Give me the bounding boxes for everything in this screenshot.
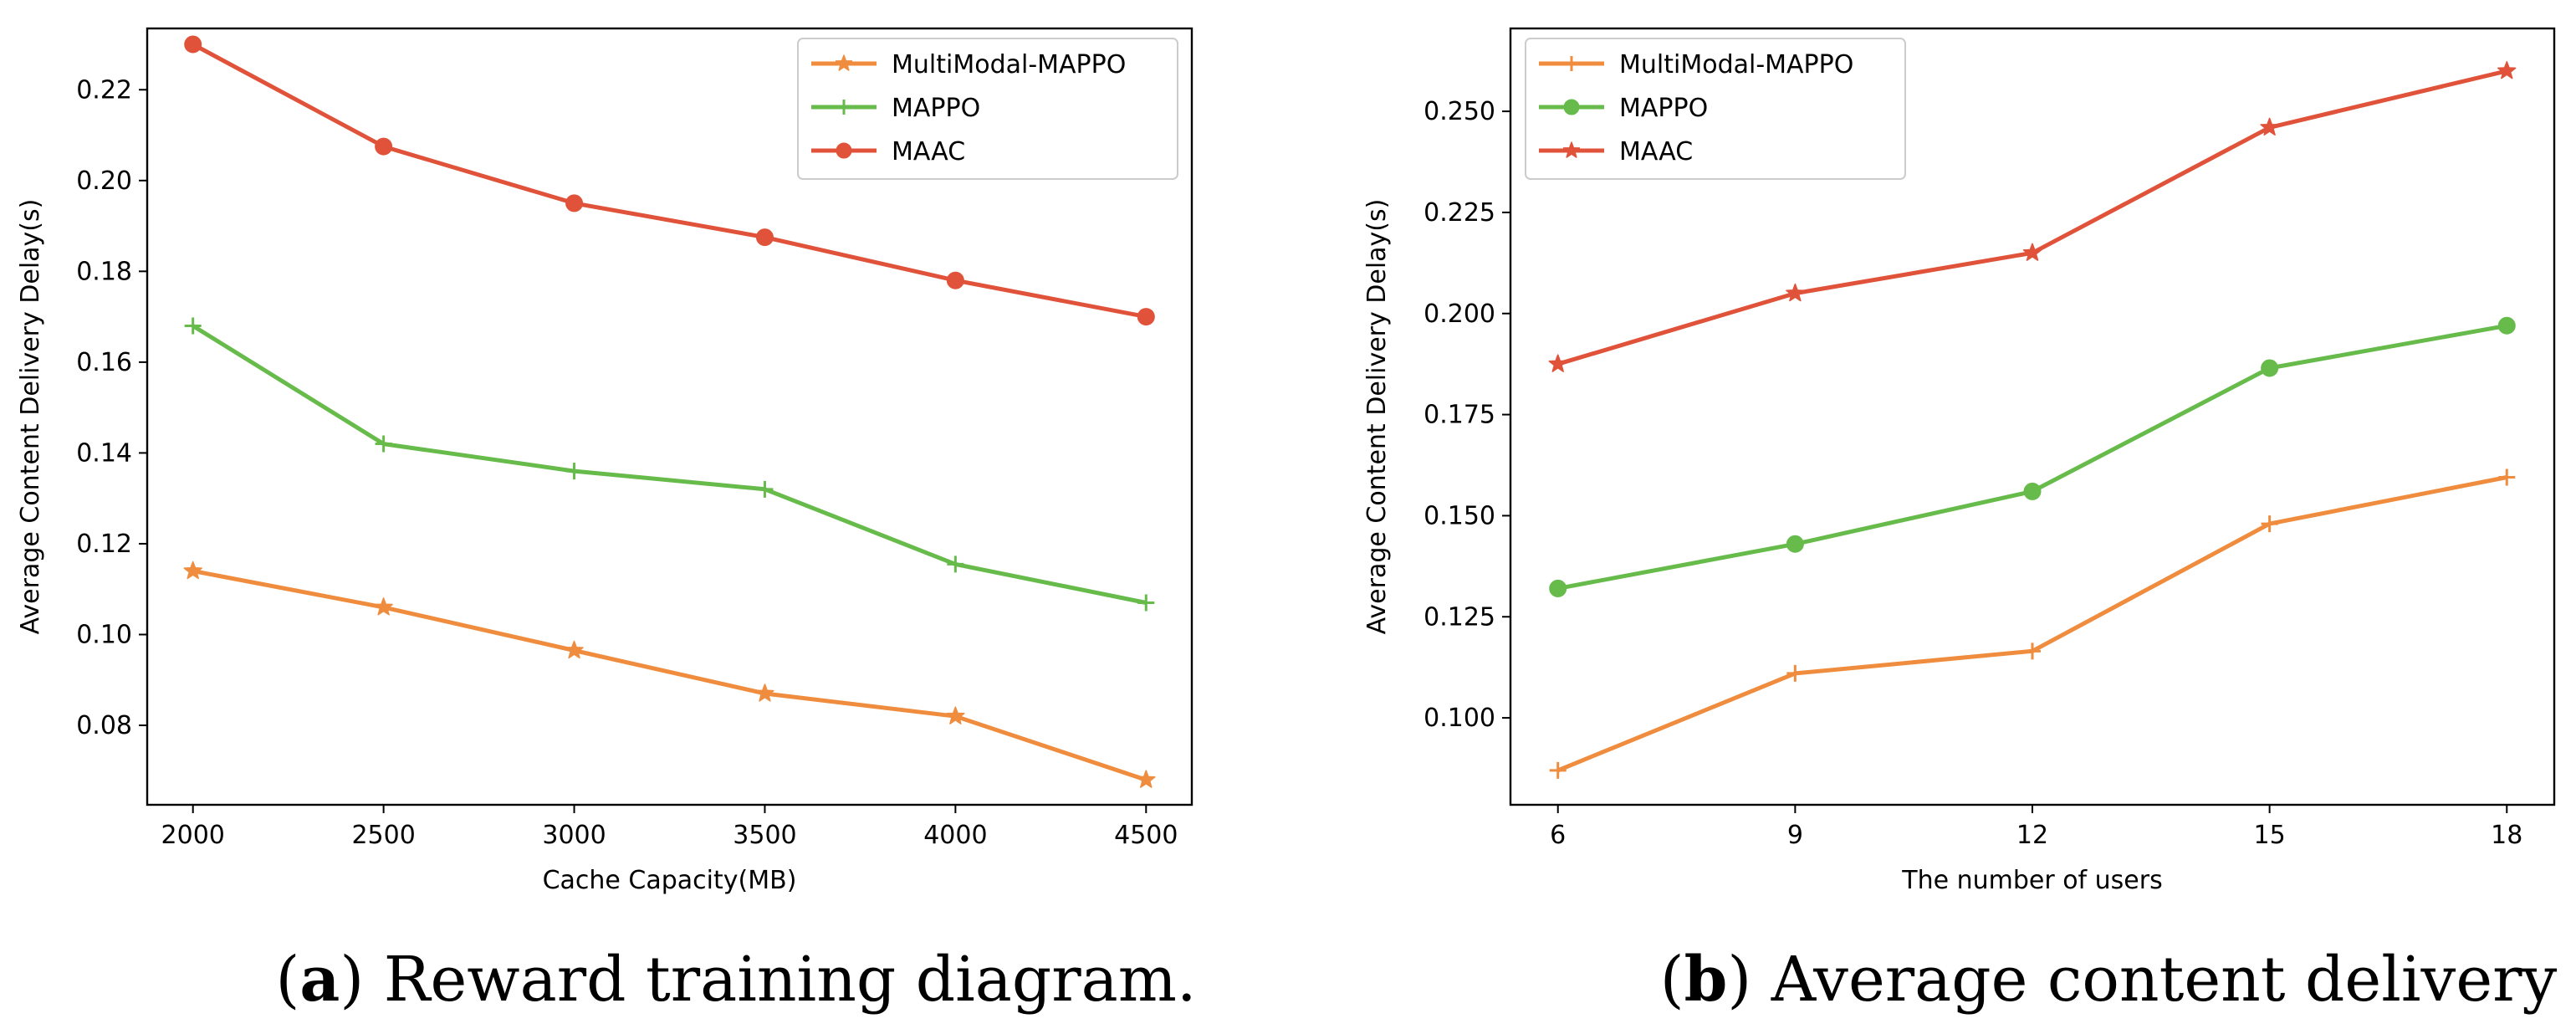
data-point-2-4 <box>2497 61 2517 79</box>
series-line-1 <box>192 324 1147 605</box>
y-tick-label: 0.16 <box>76 348 132 377</box>
data-point-2-3 <box>755 228 774 247</box>
y-tick-label: 0.175 <box>1423 401 1495 430</box>
data-point-1-4 <box>947 555 964 573</box>
data-point-0-0 <box>1549 761 1567 779</box>
y-axis-label: Average Content Delivery Delay(s) <box>1362 199 1392 635</box>
x-tick-label: 12 <box>2016 821 2048 850</box>
caption-text: Average content delivery delay. <box>1771 944 2576 1016</box>
data-point-1-4 <box>2497 316 2516 335</box>
y-tick-label: 0.250 <box>1423 97 1495 126</box>
legend-marker-0 <box>835 54 853 71</box>
caption-text: Reward training diagram. <box>384 944 1197 1016</box>
figure-caption: (b) Average content delivery delay. <box>1660 944 2576 1016</box>
x-axis-label: The number of users <box>1901 866 2162 895</box>
legend-label-1: MAPPO <box>892 94 980 123</box>
legend-box <box>797 38 1178 180</box>
legend-marker-2 <box>836 142 852 159</box>
data-point-2-1 <box>375 137 393 156</box>
y-tick-label: 0.20 <box>76 166 132 196</box>
legend-marker-1 <box>1563 99 1580 115</box>
legend-marker-0 <box>1564 56 1579 71</box>
data-point-2-0 <box>1548 354 1567 372</box>
data-point-1-5 <box>1137 594 1155 612</box>
x-tick-label: 18 <box>2491 821 2522 850</box>
x-tick-label: 4500 <box>1114 821 1178 850</box>
series-line-0 <box>1556 475 2507 773</box>
legend-box <box>1525 38 1906 180</box>
caption-label: a <box>299 944 340 1016</box>
data-point-1-0 <box>1549 579 1567 597</box>
data-point-2-0 <box>184 35 202 54</box>
x-tick-label: 3500 <box>733 821 796 850</box>
y-tick-label: 0.12 <box>76 530 132 559</box>
data-point-1-0 <box>184 317 202 335</box>
legend-label-2: MAAC <box>892 137 965 166</box>
data-point-1-1 <box>375 435 392 453</box>
data-point-0-4 <box>2498 468 2516 486</box>
data-point-0-3 <box>755 683 774 702</box>
caption-label: b <box>1684 944 1728 1016</box>
data-point-1-1 <box>1786 535 1804 553</box>
data-point-2-4 <box>946 271 964 289</box>
data-point-0-3 <box>2261 515 2278 533</box>
data-point-0-2 <box>2024 642 2041 660</box>
y-tick-label: 0.200 <box>1423 299 1495 329</box>
x-axis-label: Cache Capacity(MB) <box>543 866 797 895</box>
series-line-2 <box>192 42 1147 320</box>
series-line-0 <box>192 569 1147 782</box>
data-point-2-5 <box>1137 308 1155 326</box>
x-tick-label: 9 <box>1787 821 1803 850</box>
x-tick-label: 6 <box>1550 821 1566 850</box>
x-tick-label: 2500 <box>351 821 415 850</box>
y-tick-label: 0.125 <box>1423 602 1495 632</box>
plot-frame <box>146 27 1193 806</box>
chart-a-reward-training: 0.08 0.10 0.12 0.14 0.16 0.18 0.20 0.22 2000 2500… <box>16 27 1197 1016</box>
data-point-0-1 <box>1786 664 1804 682</box>
data-point-1-2 <box>2023 482 2042 500</box>
data-point-0-5 <box>1137 770 1156 788</box>
x-tick-label: 3000 <box>542 821 606 850</box>
data-point-2-3 <box>2260 117 2279 136</box>
legend-marker-1 <box>836 100 851 115</box>
legend-label-0: MultiModal-MAPPO <box>1619 50 1853 79</box>
chart-b-content-delivery-delay: 0.100 0.125 0.150 0.175 0.200 0.225 0.250 6 9 12 1… <box>1362 27 2576 1016</box>
data-point-0-4 <box>946 706 965 724</box>
data-point-2-2 <box>565 194 584 212</box>
data-point-2-2 <box>2022 243 2042 261</box>
figure-caption: (a) Reward training diagram. <box>276 944 1197 1016</box>
data-point-1-2 <box>565 463 583 480</box>
y-tick-label: 0.10 <box>76 620 132 649</box>
data-point-2-1 <box>1786 283 1805 302</box>
y-tick-label: 0.08 <box>76 711 132 740</box>
y-tick-label: 0.225 <box>1423 198 1495 228</box>
data-point-0-1 <box>374 597 393 616</box>
y-tick-label: 0.100 <box>1423 704 1495 733</box>
y-tick-label: 0.150 <box>1423 501 1495 530</box>
data-point-0-0 <box>183 561 202 580</box>
y-axis-label: Average Content Delivery Delay(s) <box>16 199 45 635</box>
data-point-1-3 <box>2261 359 2279 377</box>
legend-marker-2 <box>1562 141 1581 158</box>
legend-label-0: MultiModal-MAPPO <box>892 50 1126 79</box>
y-tick-label: 0.22 <box>76 75 132 105</box>
y-tick-label: 0.18 <box>76 257 132 286</box>
legend-label-1: MAPPO <box>1619 94 1708 123</box>
y-tick-label: 0.14 <box>76 438 132 468</box>
x-tick-label: 4000 <box>923 821 987 850</box>
legend: MultiModal-MAPPO MAPPO MAAC <box>797 38 1178 180</box>
legend: MultiModal-MAPPO MAPPO MAAC <box>1525 38 1906 180</box>
data-point-0-2 <box>565 640 584 659</box>
legend-label-2: MAAC <box>1619 137 1693 166</box>
series-line-1 <box>1557 323 2507 591</box>
data-point-1-3 <box>756 480 774 498</box>
x-tick-label: 15 <box>2254 821 2286 850</box>
x-tick-label: 2000 <box>161 821 225 850</box>
